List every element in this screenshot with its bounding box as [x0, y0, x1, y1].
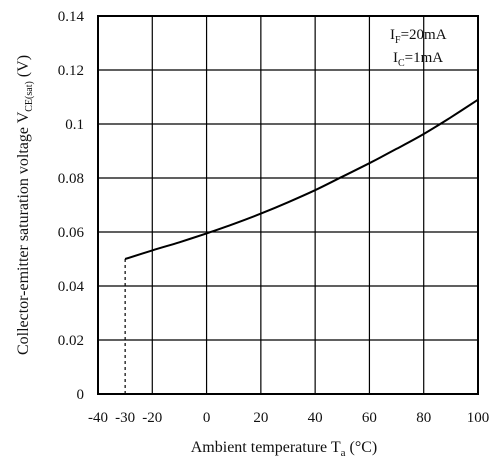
annotation-if-main: I: [390, 27, 395, 43]
series-line: [124, 98, 479, 260]
y-tick-label: 0.08: [58, 171, 84, 187]
x-tick-label: -40: [88, 410, 108, 426]
annotation-ic: IC=1mA: [393, 50, 443, 69]
x-tick-label: 100: [467, 410, 490, 426]
x-tick-label: 0: [203, 410, 211, 426]
y-tick-label: 0.06: [58, 225, 85, 241]
x-tick-label: 80: [416, 410, 431, 426]
y-axis-label-unit: (V): [15, 55, 32, 81]
x-axis-label-unit: (°C): [346, 439, 378, 456]
annotation-if-sub: F: [395, 35, 401, 46]
x-tick-label: -30: [115, 410, 135, 426]
y-tick-label: 0.1: [65, 117, 84, 133]
annotation-if: IF=20mA: [390, 27, 447, 46]
grid-lines: [98, 16, 478, 394]
y-axis-label: Collector-emitter saturation voltage VCE…: [15, 55, 35, 355]
annotation-if-rest: =20mA: [401, 27, 447, 43]
annotation-ic-rest: =1mA: [405, 50, 444, 66]
annotation-ic-sub: C: [398, 58, 405, 69]
x-axis-label: Ambient temperature Ta (°C): [191, 439, 378, 459]
y-tick-label: 0: [77, 387, 85, 403]
x-tick-labels: -40 -30 -20 0 20 40 60 80 100: [88, 410, 489, 426]
y-axis-label-main: Collector-emitter saturation voltage V: [15, 111, 32, 355]
x-axis-label-sub: a: [341, 447, 346, 459]
plot-frame: [97, 15, 479, 395]
y-tick-label: 0.14: [58, 9, 85, 25]
x-axis-label-main: Ambient temperature T: [191, 439, 341, 456]
plot-series: [124, 98, 479, 394]
x-tick-label: 40: [308, 410, 323, 426]
y-axis-label-sub: CE(sat): [24, 81, 35, 112]
y-tick-labels: 0 0.02 0.04 0.06 0.08 0.1 0.12 0.14: [58, 9, 85, 403]
y-tick-label: 0.02: [58, 333, 84, 349]
y-tick-label: 0.04: [58, 279, 85, 295]
x-tick-label: 60: [362, 410, 377, 426]
x-tick-label: -20: [142, 410, 162, 426]
y-tick-label: 0.12: [58, 63, 84, 79]
x-tick-label: 20: [253, 410, 268, 426]
annotation-ic-main: I: [393, 50, 398, 66]
